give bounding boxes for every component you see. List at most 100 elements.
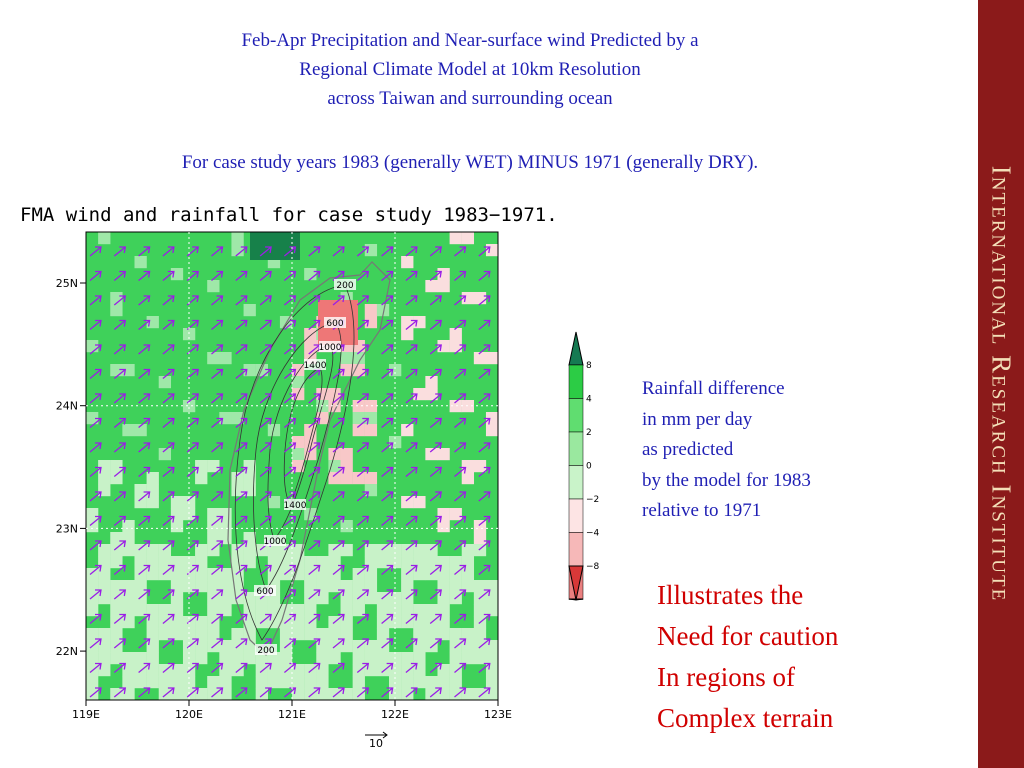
wind-arrow xyxy=(429,417,442,429)
wind-arrow xyxy=(113,270,127,282)
wind-arrow xyxy=(429,564,442,576)
field-cell xyxy=(316,676,329,689)
field-cell xyxy=(170,604,184,617)
field-cell xyxy=(485,592,499,605)
wind-arrow xyxy=(478,687,491,698)
field-cell xyxy=(267,544,281,557)
field-cell xyxy=(292,676,305,689)
wind-arrow xyxy=(89,417,102,429)
wind-arrow xyxy=(429,344,442,355)
wind-arrow xyxy=(186,687,199,698)
wind-arrow xyxy=(405,564,418,576)
wind-arrow xyxy=(235,638,248,649)
wind-arrow xyxy=(283,638,297,649)
field-cell xyxy=(195,472,208,485)
wind-arrow xyxy=(89,662,102,674)
field-cell xyxy=(98,640,111,653)
wind-arrow xyxy=(308,319,321,331)
wind-arrow xyxy=(259,246,272,257)
wind-arrow xyxy=(308,564,321,576)
contour-label-bg xyxy=(255,644,277,655)
field-cell xyxy=(485,352,499,365)
field-cell xyxy=(98,628,111,641)
field-cell xyxy=(219,664,232,677)
field-cell xyxy=(401,556,414,569)
field-cell xyxy=(304,436,317,449)
field-cell xyxy=(170,592,184,605)
field-cell xyxy=(255,688,268,701)
wind-arrow xyxy=(113,417,127,429)
field-cell xyxy=(425,604,438,617)
wind-arrow xyxy=(89,564,102,576)
wind-arrow xyxy=(186,246,199,257)
wind-arrow xyxy=(308,613,321,625)
wind-arrow xyxy=(211,540,224,551)
field-cell xyxy=(122,652,135,665)
wind-arrow xyxy=(405,393,418,404)
field-cell xyxy=(473,532,487,545)
wind-arrow xyxy=(381,442,394,453)
field-cell xyxy=(401,316,414,329)
wind-arrow xyxy=(211,417,224,429)
field-cell xyxy=(231,244,244,257)
field-cell xyxy=(364,664,378,677)
contour-label-bg xyxy=(264,535,286,546)
wind-arrow xyxy=(381,417,394,429)
wind-arrow xyxy=(405,687,418,698)
field-cell xyxy=(461,628,475,641)
field-cell xyxy=(122,520,135,533)
wind-arrow xyxy=(259,319,272,331)
legend-line: Rainfall difference xyxy=(642,378,785,399)
field-cell xyxy=(195,460,208,473)
wind-arrow xyxy=(283,442,297,453)
field-cell xyxy=(352,352,365,365)
wind-arrow xyxy=(454,466,467,478)
field-cell xyxy=(98,664,111,677)
wind-arrow xyxy=(332,540,345,551)
field-cell xyxy=(352,604,365,617)
field-cell xyxy=(86,580,99,593)
wind-arrow xyxy=(259,344,272,355)
wind-arrow xyxy=(356,564,370,576)
wind-arrow xyxy=(113,613,127,625)
wind-arrow xyxy=(454,442,467,453)
field-cell xyxy=(158,544,172,557)
field-cell xyxy=(170,496,184,509)
field-cell xyxy=(255,676,268,689)
field-cell xyxy=(485,640,499,653)
field-cell xyxy=(425,388,438,401)
wind-arrow xyxy=(381,491,394,502)
wind-arrow xyxy=(235,344,248,355)
field-cell xyxy=(364,244,378,257)
wind-arrow xyxy=(454,295,467,306)
wind-arrow xyxy=(308,662,321,674)
contour-label-bg xyxy=(304,359,326,370)
field-cell xyxy=(146,640,159,653)
field-cell xyxy=(340,592,353,605)
wind-arrow xyxy=(405,491,418,502)
wind-arrow xyxy=(381,393,394,404)
field-cell xyxy=(195,640,208,653)
wind-arrow xyxy=(478,564,491,576)
wind-arrow xyxy=(405,515,418,527)
wind-arrow xyxy=(138,638,151,649)
wind-arrow xyxy=(113,491,127,502)
wind-arrow xyxy=(235,589,248,600)
wind-arrow xyxy=(138,540,151,551)
field-cell xyxy=(413,616,426,629)
field-cell xyxy=(304,508,317,521)
field-cell xyxy=(207,520,220,533)
field-cell xyxy=(304,340,317,353)
wind-arrow xyxy=(283,319,297,331)
field-cell xyxy=(170,628,184,641)
field-cell xyxy=(292,376,305,389)
sidebar: International Research Institute xyxy=(978,0,1024,768)
wind-arrow xyxy=(89,466,102,478)
field-cell xyxy=(389,604,402,617)
field-cell xyxy=(134,652,147,665)
field-cell xyxy=(134,604,147,617)
wind-arrow xyxy=(356,417,370,429)
wind-arrow xyxy=(162,638,175,649)
field-cell xyxy=(279,664,293,677)
field-cell xyxy=(195,616,208,629)
